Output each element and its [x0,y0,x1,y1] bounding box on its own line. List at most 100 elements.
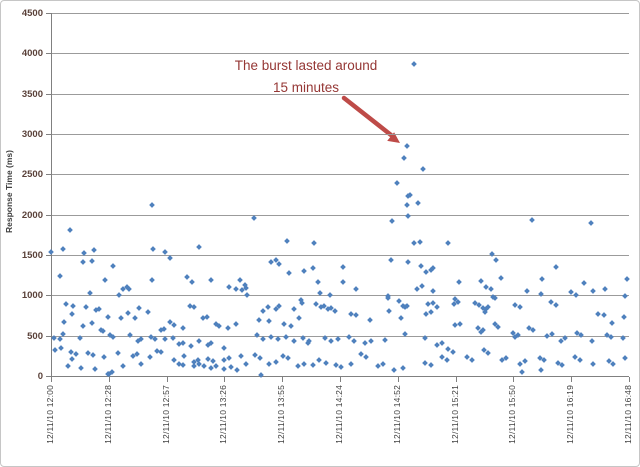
data-point-marker [69,311,76,317]
data-point-marker [332,308,339,314]
data-point-marker [299,299,305,306]
data-point-marker [259,308,266,314]
data-point-marker [403,202,410,209]
data-point-marker [48,248,54,255]
data-point-marker [450,301,457,308]
data-point-marker [52,347,59,354]
data-point-marker [274,336,281,343]
data-point-marker [601,285,608,292]
x-tick-mark [513,377,515,382]
data-point-marker [361,340,368,347]
data-point-marker [291,337,298,344]
data-point-marker [389,218,396,224]
annotation-line-1: The burst lasted around [234,58,378,73]
y-tick-mark [46,214,51,216]
data-point-marker [285,269,292,276]
data-point-marker [225,325,232,331]
data-point-marker [478,277,484,284]
data-point-marker [530,327,536,334]
data-point-marker [301,268,308,274]
data-point-marker [495,323,502,330]
data-point-marker [148,201,155,208]
x-tick-label: 12/11/10 13:26 [218,385,229,444]
data-point-marker [414,199,421,206]
data-point-marker [420,165,426,172]
data-point-marker [73,351,80,358]
x-tick-mark [282,377,284,382]
data-point-marker [88,320,95,327]
y-gridline [51,93,629,95]
x-tick-label: 12/11/10 16:48 [623,385,633,444]
data-point-marker [244,291,250,298]
data-point-marker [398,314,404,321]
data-point-marker [328,337,335,344]
x-tick-mark [455,377,457,382]
x-tick-mark [340,377,341,382]
x-tick-label: 12/11/10 14:24 [334,385,344,444]
data-point-marker [233,286,240,292]
data-point-marker [216,322,223,329]
data-point-marker [146,353,153,360]
data-point-marker [190,303,197,310]
data-point-marker [624,276,630,283]
data-point-marker [601,312,607,318]
y-tick-label: 4000 [21,48,43,60]
data-point-marker [326,292,333,298]
data-point-marker [132,315,139,321]
data-point-marker [233,321,240,328]
y-tick-label: 1500 [21,250,43,261]
y-gridline [51,174,629,176]
y-gridline [51,53,629,55]
data-point-marker [456,278,463,285]
data-point-marker [67,226,73,233]
data-point-marker [576,356,583,363]
data-point-marker [353,312,360,318]
data-point-marker [138,336,144,342]
data-point-marker [226,355,233,361]
data-point-marker [405,212,412,219]
data-point-marker [316,357,323,364]
y-tick-mark [46,174,51,176]
data-point-marker [589,337,595,344]
data-point-marker [236,277,243,283]
data-point-marker [400,154,407,161]
data-point-marker [393,180,400,187]
data-point-marker [179,362,186,368]
y-gridline [51,295,629,297]
data-point-marker [588,220,594,226]
y-tick-mark [46,255,51,256]
x-tick-mark [51,377,52,382]
data-point-marker [522,358,528,364]
data-point-marker [340,278,347,285]
x-tick-label: 12/11/10 15:21 [449,385,460,444]
data-point-marker [171,356,178,363]
data-point-marker [310,239,317,246]
data-point-marker [281,320,287,327]
data-point-marker [189,278,196,285]
y-tick-mark [46,53,51,55]
data-point-marker [179,324,186,331]
x-tick-mark [571,377,573,382]
data-point-marker [410,239,417,246]
data-point-marker [449,348,456,355]
x-tick-label: 12/11/10 14:52 [391,385,402,444]
data-point-marker [443,356,450,363]
data-point-marker [181,352,188,359]
data-point-marker [622,293,628,299]
data-point-marker [296,315,303,322]
data-point-marker [104,314,111,320]
data-point-marker [118,314,124,321]
data-point-marker [158,349,164,356]
data-point-marker [428,309,434,315]
data-point-marker [595,311,601,317]
data-point-marker [524,287,530,294]
y-tick-label: 2500 [21,169,43,181]
y-gridline [51,255,629,256]
data-point-marker [609,319,615,326]
x-tick-mark [224,377,226,382]
data-point-marker [273,306,279,313]
data-point-marker [80,323,86,330]
data-point-marker [162,336,168,343]
data-point-marker [294,363,301,369]
data-point-marker [119,363,126,369]
